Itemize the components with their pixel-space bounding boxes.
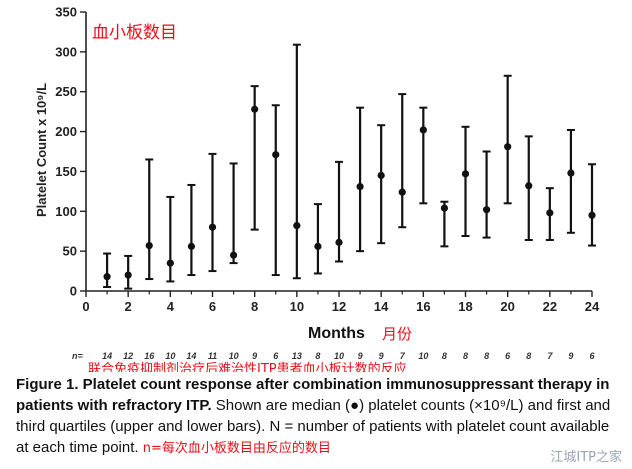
n-value: 9 [358,351,363,361]
n-value: 14 [186,351,196,361]
platelet-chart: 血小板数目 Platelet Count x 10⁹/L 05010015020… [34,5,600,373]
x-axis-title: Months [308,325,365,342]
median-point [419,126,427,134]
y-ticks: 0 50 100 150 200 250 300 350 [55,5,86,299]
median-point [588,211,596,219]
n-value: 6 [505,351,511,361]
median-point [356,182,364,191]
y-axis-title: Platelet Count x 10⁹/L [34,83,49,217]
n-value: 10 [418,351,428,361]
median-point [272,151,280,159]
n-value: 16 [144,351,155,361]
n-value: 10 [334,351,344,361]
median-point [482,206,491,214]
caption-body: Shown are median (●) platelet counts (×1… [16,397,611,456]
watermark: 江城ITP之家 [550,450,622,465]
n-row: 14 12 16 10 14 11 10 9 6 13 8 10 9 9 7 10 8 8 8 6 8 7 9 6 [102,351,595,361]
n-value: 9 [379,351,384,361]
median-point [187,242,196,250]
y-tick-label: 300 [55,44,77,59]
median-point [567,169,575,177]
x-tick-label: 6 [209,299,216,314]
y-tick-label: 100 [55,204,77,219]
median-point [145,241,153,250]
n-value: 11 [208,351,217,361]
x-tick-label: 24 [585,299,600,314]
x-tick-label: 0 [82,299,89,314]
n-value: 6 [589,351,595,361]
median-point [525,182,533,190]
x-tick-label: 10 [290,299,304,314]
y-tick-label: 50 [63,244,77,259]
x-tick-label: 2 [125,299,132,314]
n-row-label: n= [72,351,83,361]
x-tick-label: 12 [332,299,346,314]
n-value: 14 [102,351,112,361]
median-point [166,259,174,267]
median-point [229,251,238,259]
n-value: 6 [273,351,279,361]
n-value: 10 [165,351,175,361]
n-value: 13 [292,351,302,361]
median-point [335,238,343,246]
n-value: 8 [484,351,489,361]
y-tick-label: 350 [55,5,77,20]
chart-title: 血小板数目 [92,23,177,43]
caption-heading: Figure 1. Platelet count response after … [16,376,610,414]
x-tick-label: 8 [251,299,258,314]
median-point [461,170,470,178]
data-marks [103,43,596,290]
median-point [124,271,132,279]
median-point [546,209,554,217]
x-tick-label: 18 [458,299,472,314]
x-tick-label: 22 [543,299,557,314]
x-tick-label: 14 [374,299,389,314]
x-tick-label: 4 [167,299,175,314]
median-point [208,223,217,231]
x-tick-label: 20 [500,299,514,314]
y-tick-label: 150 [55,164,77,179]
median-point [377,171,385,180]
n-value: 12 [123,351,133,361]
median-point [440,204,449,212]
median-point [103,273,111,281]
n-value: 9 [568,351,573,361]
chart-subtitle: 联合免疫抑制剂治疗后难治性ITP患者血小板计数的反应 [88,361,407,372]
n-value: 8 [526,351,531,361]
n-value: 10 [229,351,239,361]
caption-note-cn: n=每次血小板数目由反应的数目 [142,441,331,456]
figure-caption: Figure 1. Platelet count response after … [16,374,622,459]
n-value: 8 [315,351,320,361]
n-value: 7 [547,351,553,361]
x-axis-title-cn: 月份 [382,325,412,343]
x-tick-label: 16 [416,299,430,314]
median-point [398,188,406,196]
x-ticks: 0 2 4 6 8 10 12 14 16 18 20 22 24 [82,291,600,314]
y-tick-label: 0 [70,284,77,299]
median-point [504,143,512,151]
median-point [251,105,259,113]
y-tick-label: 200 [55,124,77,139]
median-point [314,242,322,250]
n-value: 8 [442,351,447,361]
n-value: 9 [252,351,257,361]
y-tick-label: 250 [55,84,77,99]
n-value: 8 [463,351,468,361]
median-point [293,222,301,230]
n-value: 7 [400,351,406,361]
